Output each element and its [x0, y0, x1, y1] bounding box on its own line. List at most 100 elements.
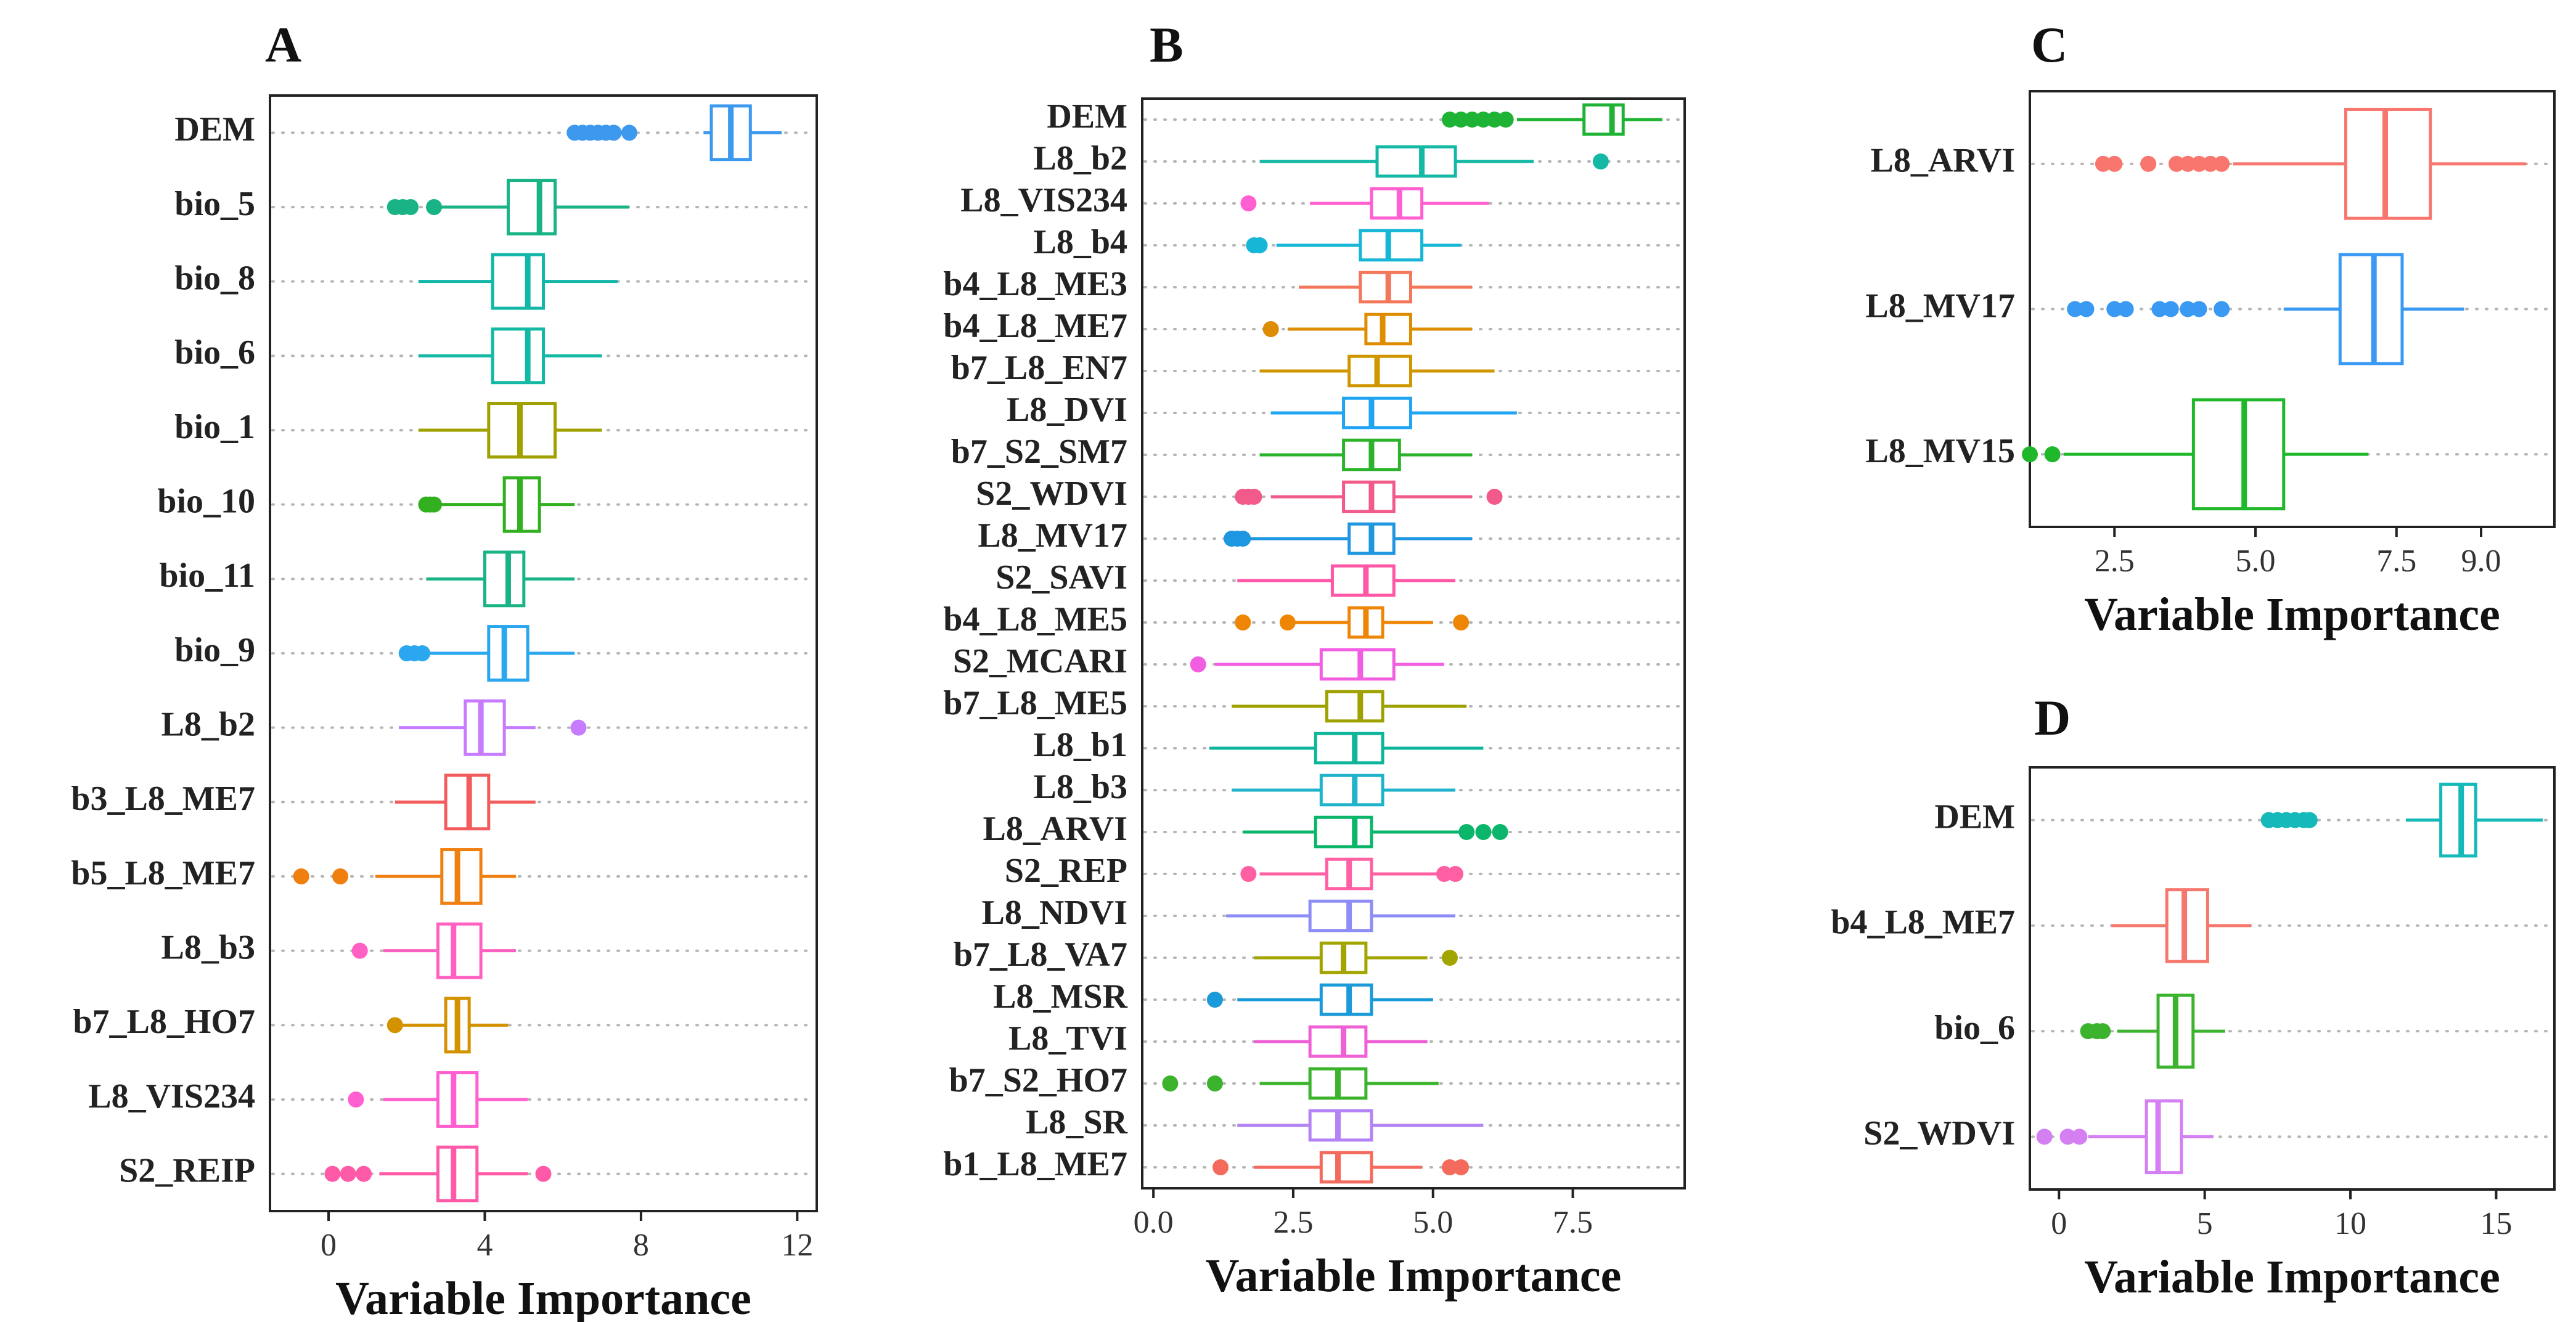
box [1347, 354, 1412, 388]
outlier-point [1441, 1159, 1458, 1175]
box [1359, 271, 1412, 304]
box [506, 179, 557, 235]
outlier-point [1251, 237, 1268, 253]
box [1582, 103, 1625, 136]
category-label: DEM [1934, 798, 2015, 836]
category-label: S2_MCARI [953, 642, 1127, 680]
outlier-point [1212, 1159, 1229, 1175]
outlier-point [1453, 112, 1470, 128]
outlier-point [2162, 301, 2179, 317]
x-axis-title: Variable Importance [335, 1273, 751, 1322]
outlier-point [1436, 866, 1452, 882]
outlier-point [2191, 155, 2207, 172]
box [1325, 690, 1384, 723]
outlier-point [621, 124, 637, 141]
plot-frame [2029, 90, 2556, 528]
category-label: bio_10 [157, 483, 255, 521]
outlier-point [1262, 321, 1279, 337]
outlier-point [2071, 1128, 2088, 1145]
outlier-point [2202, 155, 2218, 172]
category-label: L8_ARVI [1871, 142, 2016, 180]
outlier-point [1464, 112, 1481, 128]
category-label: S2_WDVI [1863, 1114, 2015, 1153]
outlier-point [351, 942, 368, 959]
outlier-point [356, 1165, 372, 1182]
outlier-point [2180, 301, 2196, 317]
x-tick-label: 2.5 [2095, 544, 2135, 579]
category-label: b5_L8_ME7 [71, 854, 255, 892]
box [1308, 1109, 1373, 1142]
box [2338, 253, 2404, 365]
box [1314, 732, 1384, 765]
chart-panel-c: L8_ARVI L8_MV17 L8_MV15 2.5 5.0 7.5 9.0 Variabl… [1865, 90, 2556, 640]
category-label: L8_b1 [1034, 726, 1128, 764]
outlier-point [426, 496, 443, 513]
box [2165, 888, 2209, 963]
panel-label-d: D [2034, 690, 2071, 746]
box [464, 699, 506, 756]
category-label: L8_DVI [1007, 391, 1127, 429]
panel-label-c: C [2031, 17, 2067, 73]
box [2344, 107, 2432, 220]
category-label: S2_WDVI [976, 475, 1127, 513]
outlier-point [2151, 301, 2168, 317]
outlier-point [1492, 824, 1508, 840]
box [1330, 564, 1396, 597]
box [2439, 782, 2477, 858]
outlier-point [2301, 812, 2318, 828]
box [483, 550, 526, 608]
box [1364, 312, 1412, 346]
outlier-point [2106, 301, 2123, 317]
box [1342, 396, 1412, 430]
outlier-point [2117, 301, 2134, 317]
category-label: b4_L8_ME5 [943, 600, 1127, 639]
outlier-point [2214, 301, 2230, 317]
x-tick-label: 7.5 [2376, 544, 2416, 579]
x-tick-label: 8 [633, 1228, 649, 1263]
box [491, 253, 546, 310]
outlier-point [324, 1165, 341, 1182]
category-label: b7_S2_HO7 [949, 1061, 1127, 1100]
category-label: L8_MV17 [1865, 287, 2015, 325]
x-tick-label: 0.0 [1134, 1205, 1174, 1240]
outlier-point [1246, 489, 1262, 505]
outlier-point [2044, 446, 2061, 463]
outlier-point [1458, 824, 1475, 840]
x-axis-title: Variable Importance [1206, 1250, 1622, 1302]
x-axis-title: Variable Importance [2084, 1251, 2500, 1303]
panel-label-a: A [265, 17, 301, 73]
outlier-point [1475, 112, 1492, 128]
category-label: L8_MV17 [978, 516, 1127, 555]
outlier-point [1240, 195, 1257, 211]
box [2191, 398, 2286, 511]
x-tick-label: 0 [2051, 1206, 2067, 1241]
outlier-point [2191, 301, 2207, 317]
outlier-point [1441, 112, 1458, 128]
outlier-point [2059, 1128, 2076, 1145]
category-label: L8_MSR [993, 977, 1127, 1016]
outlier-point [2180, 155, 2196, 172]
x-axis-title: Variable Importance [2084, 589, 2500, 640]
outlier-point [2022, 446, 2038, 463]
category-label: L8_TVI [1008, 1019, 1127, 1058]
panel-label-b: B [1150, 17, 1184, 73]
category-label: L8_b3 [162, 929, 256, 967]
category-label: b4_L8_ME3 [943, 265, 1127, 303]
outlier-point [2078, 301, 2095, 317]
outlier-point [1235, 614, 1251, 630]
outlier-point [348, 1091, 364, 1108]
category-label: bio_1 [174, 408, 255, 446]
box [440, 848, 483, 905]
x-tick-label: 7.5 [1553, 1205, 1593, 1240]
outlier-point [1592, 153, 1609, 169]
x-tick-label: 12 [781, 1228, 813, 1263]
category-label: L8_b2 [162, 706, 256, 744]
x-tick-label: 5.0 [2236, 544, 2276, 579]
plot-frame [1141, 97, 1686, 1189]
box [1375, 145, 1457, 178]
category-label: b7_L8_HO7 [73, 1003, 255, 1041]
plot-frame [269, 94, 818, 1212]
outlier-point [414, 645, 431, 661]
outlier-point [386, 1017, 403, 1034]
